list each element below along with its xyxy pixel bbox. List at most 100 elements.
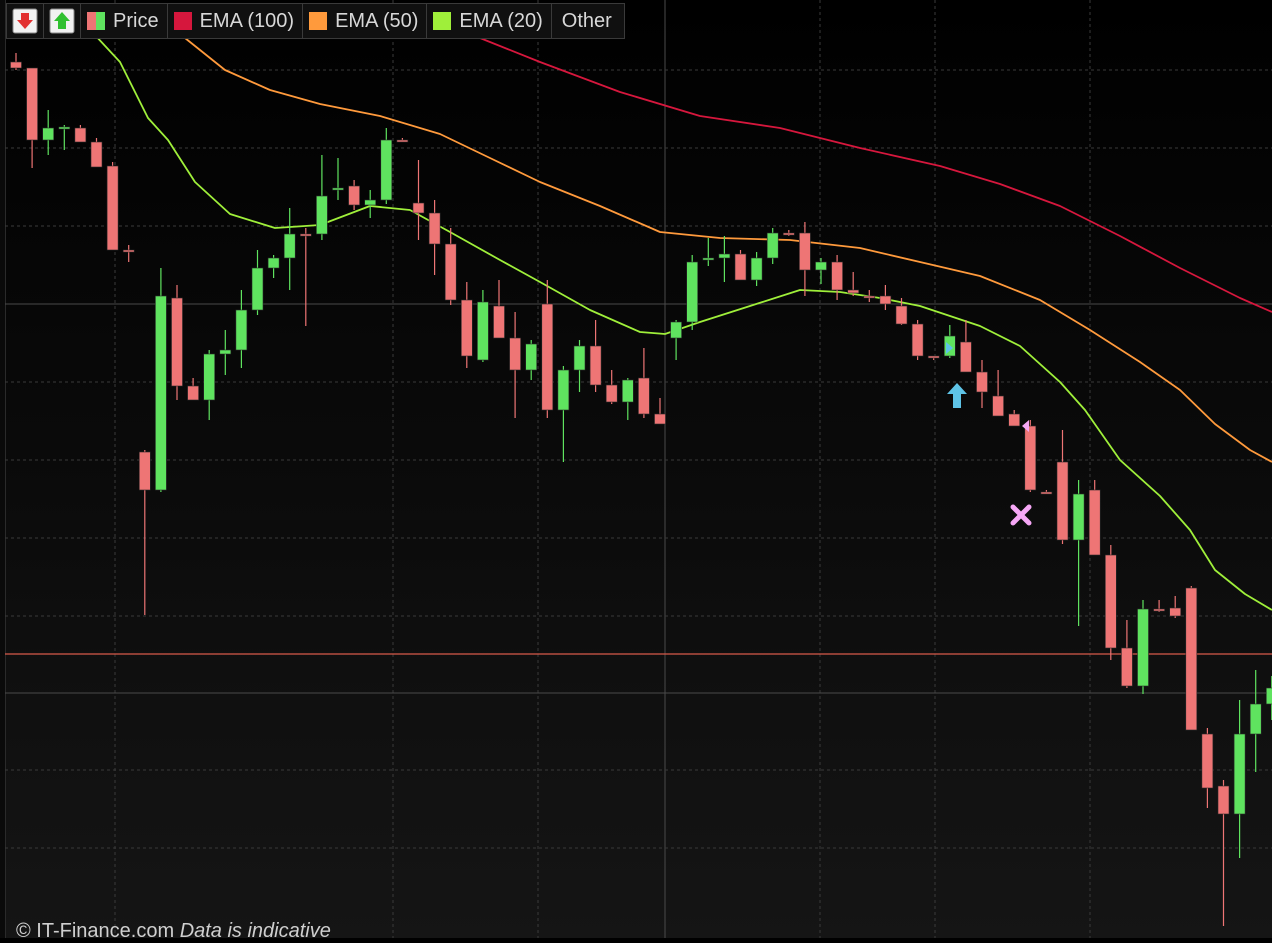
- legend-other[interactable]: Other: [552, 4, 624, 38]
- candle: [993, 370, 1004, 416]
- buy-arrow-icon: [49, 8, 75, 34]
- candle: [1250, 670, 1261, 772]
- candle: [349, 180, 360, 210]
- watermark-site: © IT-Finance.com: [16, 920, 174, 942]
- candle: [622, 378, 633, 420]
- candle-body: [284, 234, 295, 258]
- candle-body: [1105, 555, 1116, 648]
- candle-body: [799, 233, 810, 270]
- candle: [1138, 600, 1149, 694]
- candle-body: [542, 304, 553, 410]
- candle-body: [75, 128, 86, 142]
- legend-price[interactable]: Price: [81, 4, 168, 38]
- candle-body: [977, 372, 988, 392]
- candle: [188, 378, 199, 400]
- candle-body: [1266, 688, 1272, 704]
- candle: [1089, 480, 1100, 555]
- sell-button[interactable]: [7, 4, 44, 38]
- candle-body: [1154, 609, 1165, 611]
- candle: [671, 320, 682, 360]
- candle-body: [461, 300, 472, 356]
- candle-body: [1089, 490, 1100, 555]
- candle-body: [1202, 734, 1213, 788]
- candle-body: [381, 140, 392, 200]
- candle: [735, 250, 746, 280]
- legend-ema-100-label: EMA (100): [200, 10, 294, 33]
- legend-ema-100[interactable]: EMA (100): [168, 4, 303, 38]
- candle-body: [1009, 414, 1020, 426]
- candle-body: [1121, 648, 1132, 686]
- candle: [252, 250, 263, 315]
- candle-body: [155, 296, 166, 490]
- candle-body: [107, 166, 118, 250]
- candle-body: [1218, 786, 1229, 814]
- buy-button[interactable]: [44, 4, 81, 38]
- candle: [1218, 780, 1229, 926]
- candle: [719, 236, 730, 282]
- candle-body: [1025, 426, 1036, 490]
- candle-body: [1250, 704, 1261, 734]
- candle: [1009, 410, 1020, 426]
- candle: [1121, 620, 1132, 688]
- candle-body: [671, 322, 682, 338]
- candle: [236, 290, 247, 368]
- candle: [107, 162, 118, 250]
- candle-body: [1186, 588, 1197, 730]
- candle: [1154, 600, 1165, 612]
- candle: [1025, 420, 1036, 492]
- candle: [816, 258, 827, 284]
- candle-body: [252, 268, 263, 310]
- candle-body: [188, 386, 199, 400]
- candle-body: [590, 346, 601, 385]
- candle: [1202, 728, 1213, 808]
- candle-body: [735, 254, 746, 280]
- signal-markers: [946, 342, 1029, 523]
- legend-ema-20[interactable]: EMA (20): [427, 4, 551, 38]
- candle-body: [928, 356, 939, 358]
- candle-body: [123, 250, 134, 252]
- candle: [848, 272, 859, 296]
- candle-body: [1057, 462, 1068, 540]
- ema-100-line: [470, 34, 1272, 312]
- candle: [574, 340, 585, 392]
- candle-body: [687, 262, 698, 322]
- watermark-note: Data is indicative: [180, 920, 331, 942]
- candle-body: [526, 344, 537, 370]
- candle: [638, 348, 649, 418]
- candle: [606, 370, 617, 404]
- candle-body: [1041, 492, 1052, 494]
- candle-body: [397, 140, 408, 142]
- candle: [526, 340, 537, 380]
- up-arrow-marker-icon: [947, 383, 967, 408]
- candle: [316, 155, 327, 240]
- candle: [928, 356, 939, 360]
- candle: [1057, 430, 1068, 544]
- candle: [220, 330, 231, 375]
- candle-body: [11, 62, 22, 68]
- candle-body: [1234, 734, 1245, 814]
- candle: [880, 285, 891, 310]
- ema-50-swatch-icon: [309, 12, 327, 30]
- candle: [397, 138, 408, 142]
- candle-body: [767, 233, 778, 258]
- candle: [510, 312, 521, 418]
- candle-body: [220, 350, 231, 354]
- candle-body: [172, 298, 183, 386]
- ema-50-line: [180, 34, 1272, 462]
- candle-body: [880, 296, 891, 304]
- sell-arrow-icon: [12, 8, 38, 34]
- candle: [300, 228, 311, 326]
- candle-body: [719, 254, 730, 258]
- candle-body: [477, 302, 488, 360]
- candle-body: [848, 290, 859, 293]
- candle: [43, 110, 54, 155]
- candle-body: [59, 127, 70, 129]
- candle: [59, 125, 70, 150]
- candle-body: [703, 258, 714, 260]
- candle-body: [365, 200, 376, 205]
- candle: [445, 228, 456, 305]
- candle: [494, 280, 505, 338]
- candle: [477, 290, 488, 362]
- legend-ema-50[interactable]: EMA (50): [303, 4, 427, 38]
